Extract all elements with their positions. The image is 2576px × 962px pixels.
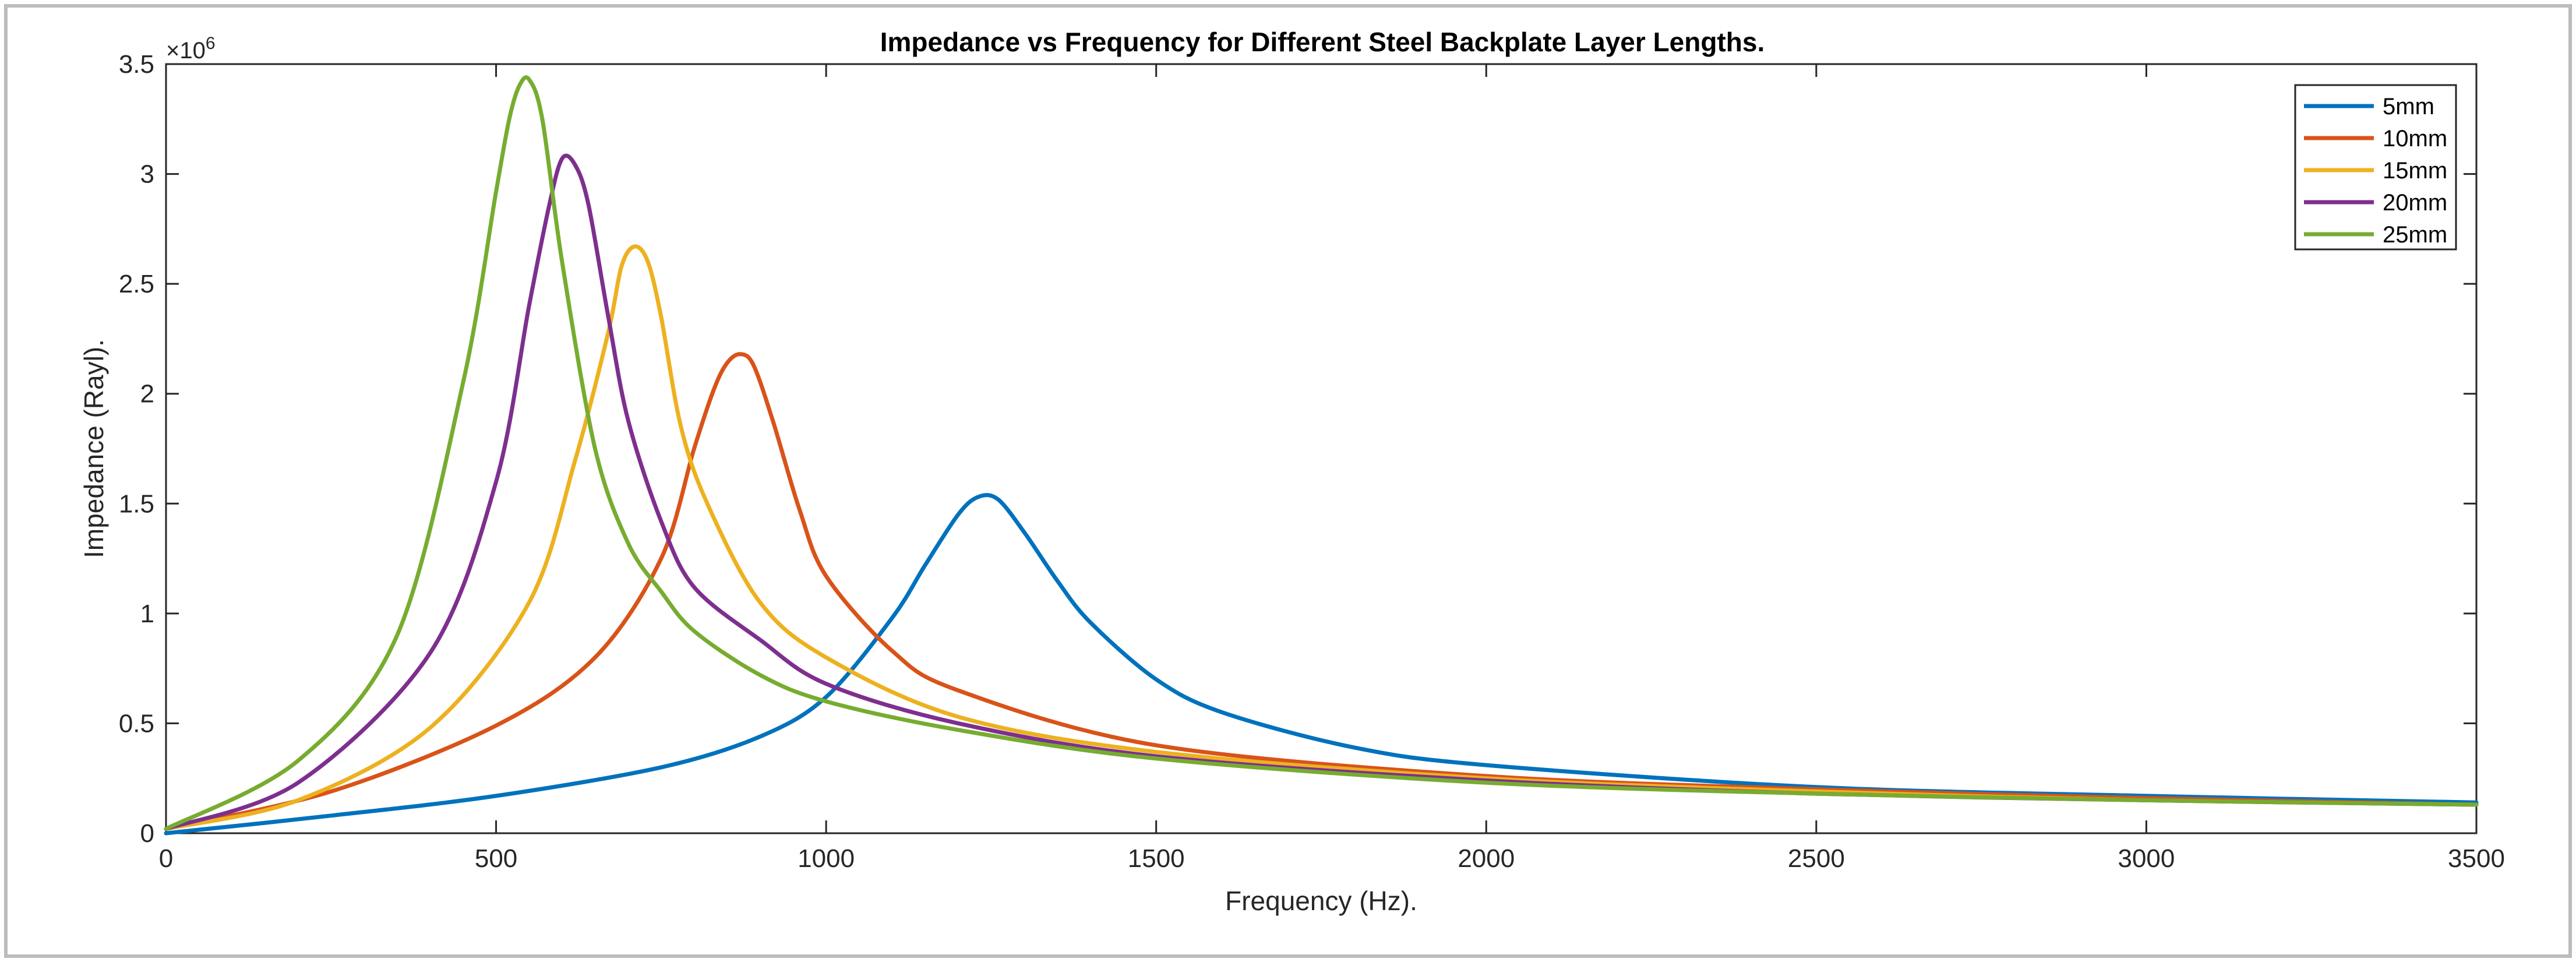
legend-item-25mm: 25mm	[2304, 222, 2447, 248]
series-lines	[164, 75, 2479, 836]
y-tick-label: 3.5	[119, 50, 154, 79]
x-tick-label: 3000	[2118, 844, 2175, 873]
legend-label: 5mm	[2383, 94, 2434, 119]
legend-item-15mm: 15mm	[2304, 158, 2447, 184]
y-axis: 0 0.5 1 1.5 2 2.5 3 3.5	[119, 50, 2476, 848]
x-tick-label: 2500	[1788, 844, 1845, 873]
legend-box	[2294, 84, 2457, 251]
y-tick-label: 2.5	[119, 270, 154, 298]
y-tick-label: 1.5	[119, 489, 154, 518]
legend-label: 20mm	[2383, 190, 2447, 216]
y-tick-label: 0	[140, 819, 154, 848]
legend: 5mm 10mm 15mm 20mm 25mm	[2294, 84, 2457, 251]
legend-item-20mm: 20mm	[2304, 190, 2447, 216]
x-tick-label: 1500	[1128, 844, 1185, 873]
y-tick-label: 0.5	[119, 709, 154, 738]
legend-item-5mm: 5mm	[2304, 94, 2434, 119]
chart-title: Impedance vs Frequency for Different Ste…	[880, 27, 1765, 57]
y-axis-label: Impedance (Rayl).	[79, 339, 109, 558]
series-line-5mm	[164, 493, 2479, 836]
series-line-10mm	[164, 352, 2479, 831]
x-tick-label: 1000	[797, 844, 855, 873]
x-tick-label: 2000	[1458, 844, 1515, 873]
series-line-25mm	[164, 75, 2479, 831]
y-exponent-power: 6	[206, 34, 216, 53]
x-axis-label: Frequency (Hz).	[1225, 886, 1417, 916]
legend-label: 25mm	[2383, 222, 2447, 248]
y-tick-label: 1	[140, 600, 154, 628]
x-tick-label: 0	[159, 844, 173, 873]
legend-label: 15mm	[2383, 158, 2447, 184]
y-exponent-base: ×10	[166, 38, 206, 64]
series-line-15mm	[164, 244, 2479, 831]
plot-area: 0 500 1000 1500 2000 2500 3000 3500 0 0.5 1 1.5 2 2.…	[119, 50, 2505, 873]
legend-item-10mm: 10mm	[2304, 126, 2447, 151]
y-tick-label: 3	[140, 160, 154, 189]
legend-label: 10mm	[2383, 126, 2447, 151]
x-axis: 0 500 1000 1500 2000 2500 3000 3500	[159, 64, 2505, 873]
y-tick-label: 2	[140, 380, 154, 408]
legend-items: 5mm 10mm 15mm 20mm 25mm	[2304, 94, 2447, 248]
y-exponent-label: ×106	[166, 34, 216, 64]
x-tick-label: 500	[475, 844, 517, 873]
x-tick-label: 3500	[2448, 844, 2505, 873]
